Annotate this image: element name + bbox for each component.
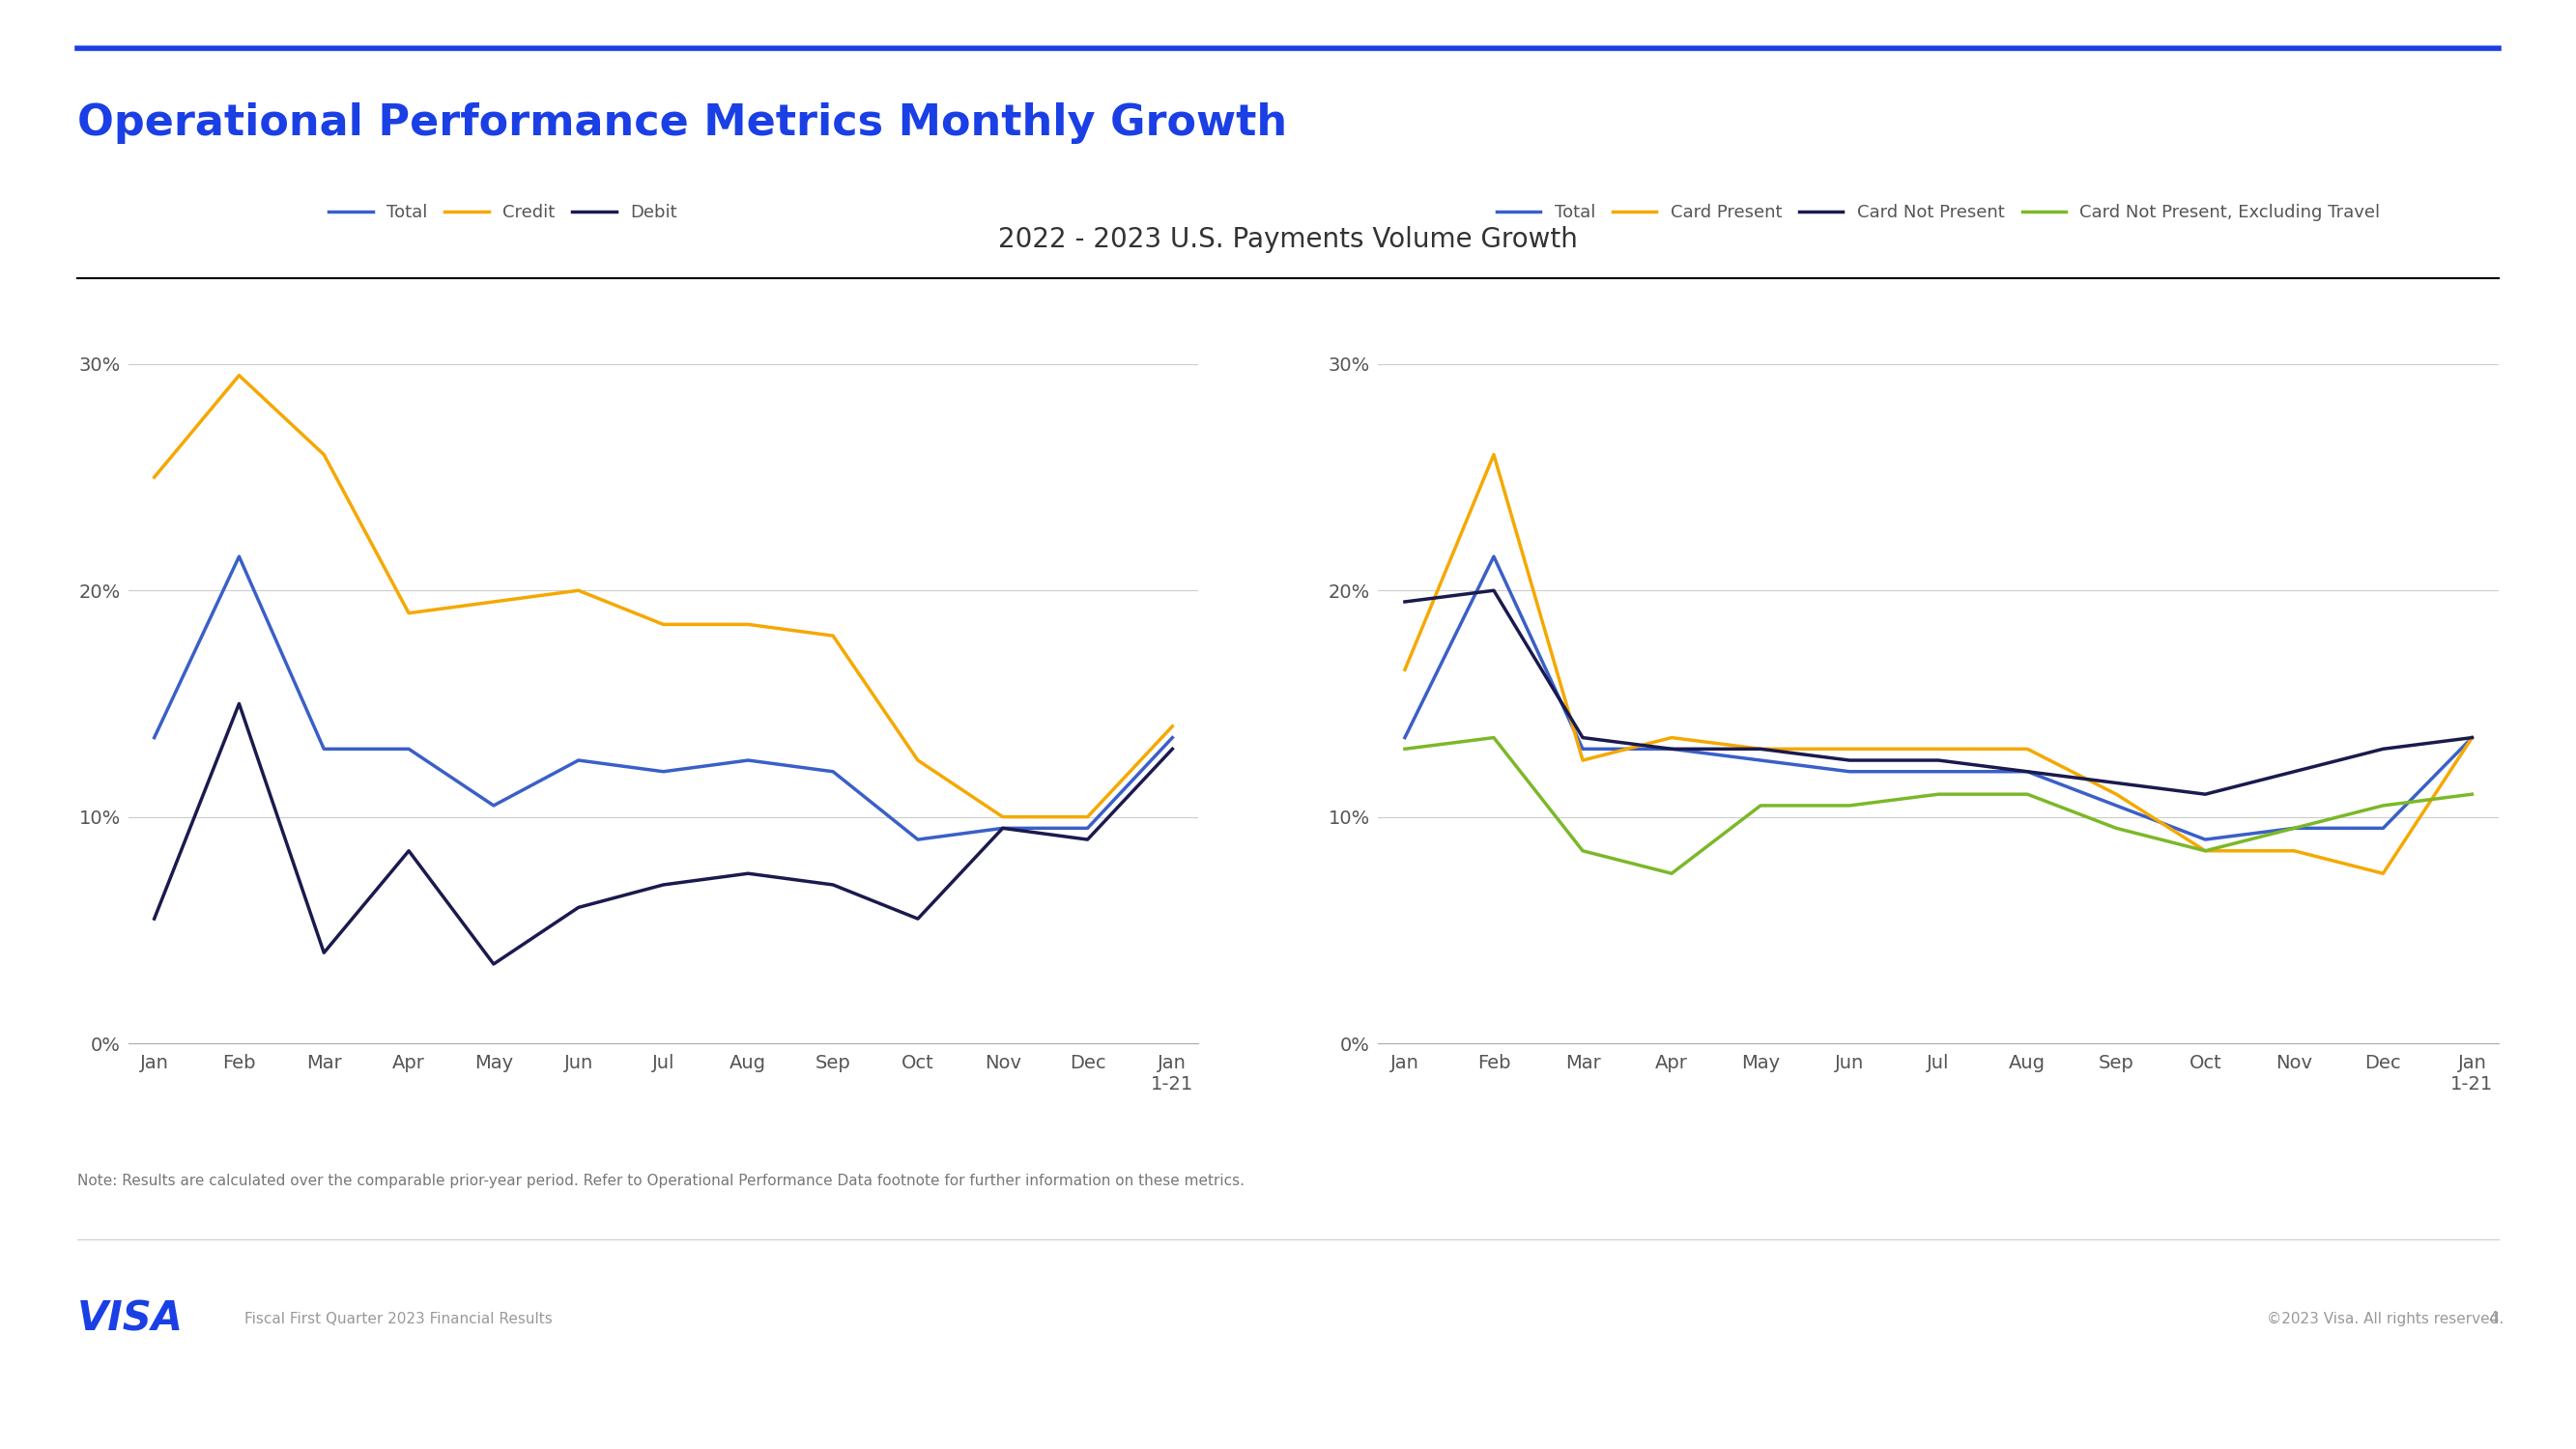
Text: Fiscal First Quarter 2023 Financial Results: Fiscal First Quarter 2023 Financial Resu… [245,1311,554,1326]
Text: Operational Performance Metrics Monthly Growth: Operational Performance Metrics Monthly … [77,103,1288,143]
Text: VISA: VISA [77,1298,183,1339]
Text: 4: 4 [2488,1310,2499,1327]
Text: Note: Results are calculated over the comparable prior-year period. Refer to Ope: Note: Results are calculated over the co… [77,1174,1244,1188]
Legend: Total, Card Present, Card Not Present, Card Not Present, Excluding Travel: Total, Card Present, Card Not Present, C… [1489,197,2388,229]
Text: ©2023 Visa. All rights reserved.: ©2023 Visa. All rights reserved. [2267,1311,2504,1326]
Legend: Total, Credit, Debit: Total, Credit, Debit [322,197,683,229]
Text: 2022 - 2023 U.S. Payments Volume Growth: 2022 - 2023 U.S. Payments Volume Growth [997,226,1579,252]
